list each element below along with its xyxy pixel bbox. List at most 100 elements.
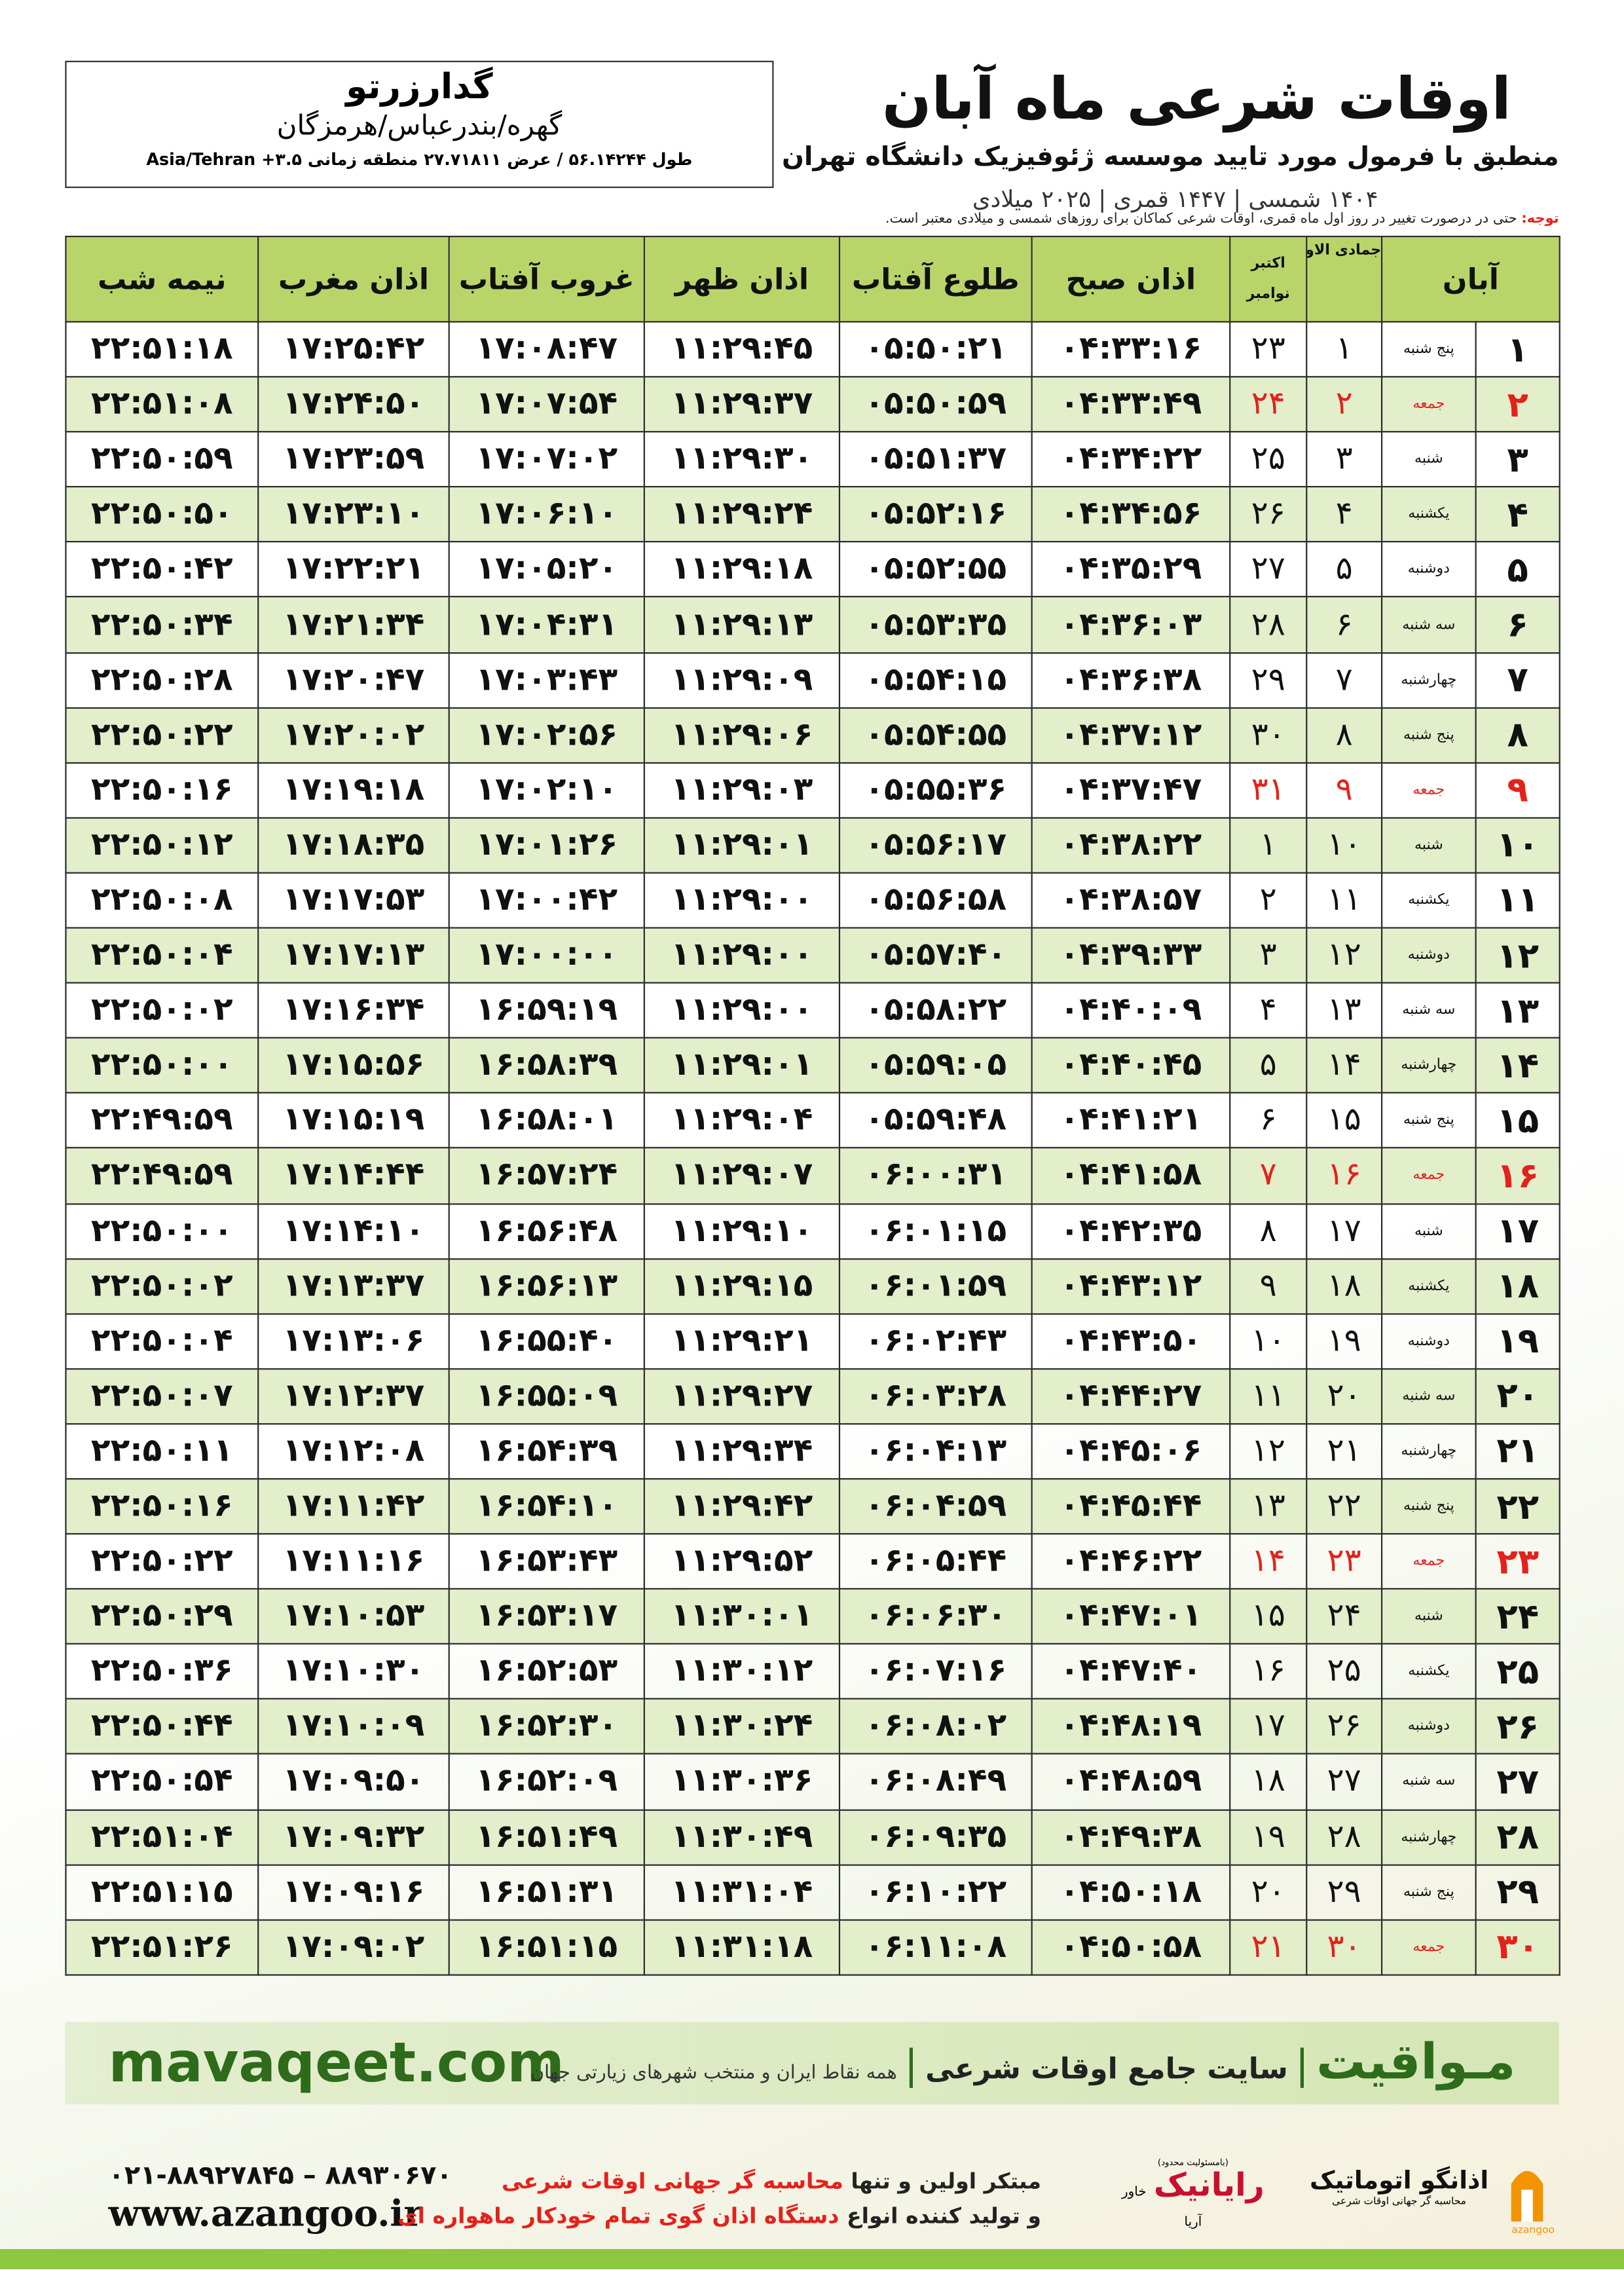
greg-day: ۱۵ [1229, 1588, 1308, 1645]
location-coords: طول ۵۶.۱۴۲۴۴ / عرض ۲۷.۷۱۸۱۱ منطقه زمانی … [146, 149, 693, 170]
hijri-day: ۲۰ [1306, 1368, 1383, 1424]
prayer-time: ۱۶:۵۴:۳۹ [448, 1423, 645, 1480]
prayer-time: ۰۶:۰۲:۴۳ [838, 1312, 1033, 1369]
prayer-time: ۰۵:۵۱:۳۷ [838, 431, 1033, 488]
table-row: ۵ دوشنبه ۵ ۲۷ ۰۴:۳۵:۲۹ ۰۵:۵۲:۵۵ ۱۱:۲۹:۱۸ ۱۷:۰۵:… [65, 541, 1560, 599]
prayer-time: ۱۷:۲۴:۵۰ [257, 376, 450, 433]
prayer-time: ۱۷:۰۲:۱۰ [448, 762, 645, 819]
prayer-time: ۰۴:۳۸:۵۷ [1031, 872, 1231, 929]
prayer-time: ۱۷:۲۲:۲۱ [257, 541, 450, 599]
prayer-time: ۱۷:۱۳:۰۶ [257, 1312, 450, 1369]
logo-sub: خاور آریا [1122, 2185, 1202, 2231]
weekday: جمعه [1380, 1533, 1477, 1590]
prayer-time: ۰۵:۵۴:۱۵ [838, 652, 1033, 709]
logo-name: رایانیک [1153, 2168, 1264, 2205]
prayer-time: ۱۷:۰۰:۰۰ [448, 927, 645, 984]
prayer-time: ۱۱:۲۹:۰۱ [643, 1037, 841, 1094]
hijri-day: ۶ [1306, 596, 1383, 654]
prayer-time: ۱۶:۵۶:۴۸ [448, 1202, 645, 1259]
prayer-time: ۰۶:۰۶:۳۰ [838, 1588, 1033, 1645]
prayer-time: ۰۵:۵۹:۴۸ [838, 1092, 1033, 1149]
scope: همه نقاط ایران و منتخب شهرهای زیارتی جها… [530, 2062, 897, 2085]
prayer-time: ۰۴:۴۶:۲۲ [1031, 1533, 1231, 1590]
prayer-time: ۱۷:۰۹:۰۲ [257, 1918, 450, 1976]
prayer-time: ۱۷:۱۱:۴۲ [257, 1478, 450, 1535]
prayer-time: ۰۴:۴۷:۰۱ [1031, 1588, 1231, 1645]
table-row: ۳۰ جمعه ۳۰ ۲۱ ۰۴:۵۰:۵۸ ۰۶:۱۱:۰۸ ۱۱:۳۱:۱۸ ۱۶:۵۱:… [65, 1918, 1560, 1976]
weekday: یکشنبه [1380, 486, 1477, 543]
time-header: اذان صبح [1031, 235, 1231, 323]
prayer-time: ۱۱:۲۹:۱۰ [643, 1202, 841, 1259]
prayer-time: ۲۲:۵۰:۴۴ [65, 1698, 259, 1755]
weekday: پنج شنبه [1380, 1092, 1477, 1149]
weekday: چهارشنبه [1380, 652, 1477, 709]
prayer-time: ۰۵:۵۸:۲۲ [838, 982, 1033, 1039]
prayer-time: ۲۲:۵۱:۰۴ [65, 1808, 259, 1865]
hijri-day: ۱۶ [1306, 1147, 1383, 1204]
prayer-time: ۰۶:۰۵:۴۴ [838, 1533, 1033, 1590]
subtitle: منطبق با فرمول مورد تایید موسسه ژئوفیزیک… [782, 141, 1559, 172]
prayer-time: ۲۲:۵۰:۰۷ [65, 1368, 259, 1424]
prayer-time: ۱۱:۲۹:۲۷ [643, 1368, 841, 1424]
prayer-time: ۲۲:۵۰:۵۰ [65, 486, 259, 543]
table-row: ۱۸ یکشنبه ۱۸ ۹ ۰۴:۴۳:۱۲ ۰۶:۰۱:۵۹ ۱۱:۲۹:۱۵ ۱۶:۵۶… [65, 1257, 1560, 1314]
location-name: گدارزرتو [346, 66, 493, 107]
hijri-day: ۳ [1306, 431, 1383, 488]
prayer-time: ۲۲:۵۰:۰۸ [65, 872, 259, 929]
prayer-time: ۱۱:۲۹:۳۷ [643, 376, 841, 433]
prayer-time: ۱۷:۲۱:۳۴ [257, 596, 450, 654]
prayer-time: ۰۴:۴۱:۲۱ [1031, 1092, 1231, 1149]
day-number: ۳ [1475, 431, 1560, 488]
weekday: پنج شنبه [1380, 1863, 1477, 1921]
greg-day: ۱۹ [1229, 1808, 1308, 1865]
prayer-time: ۱۷:۰۵:۲۰ [448, 541, 645, 599]
banner: mavaqeet.com مـواقیت | سایت جامع اوقات ش… [65, 2022, 1559, 2105]
day-number: ۱۶ [1475, 1147, 1560, 1204]
day-number: ۲۳ [1475, 1533, 1560, 1590]
prayer-time: ۱۷:۲۵:۴۲ [257, 321, 450, 378]
prayer-time: ۰۴:۴۲:۳۵ [1031, 1202, 1231, 1259]
prayer-time: ۱۷:۲۰:۰۲ [257, 707, 450, 764]
prayer-time: ۱۱:۲۹:۱۸ [643, 541, 841, 599]
prayer-time: ۰۶:۰۴:۵۹ [838, 1478, 1033, 1535]
prayer-time: ۱۶:۵۸:۰۱ [448, 1092, 645, 1149]
day-number: ۱۷ [1475, 1202, 1560, 1259]
prayer-time: ۱۱:۲۹:۲۴ [643, 486, 841, 543]
table-row: ۱۷ شنبه ۱۷ ۸ ۰۴:۴۲:۳۵ ۰۶:۰۱:۱۵ ۱۱:۲۹:۱۰ ۱۶:۵۶:۴… [65, 1202, 1560, 1259]
prayer-time: ۱۷:۱۸:۳۵ [257, 817, 450, 874]
weekday: چهارشنبه [1380, 1808, 1477, 1865]
date-line: ۱۴۰۴ شمسی | ۱۴۴۷ قمری | ۲۰۲۵ میلادی [972, 185, 1378, 213]
prayer-time: ۱۱:۲۹:۳۴ [643, 1423, 841, 1480]
hijri-day: ۱۷ [1306, 1202, 1383, 1259]
greg-day: ۲۸ [1229, 596, 1308, 654]
prayer-time: ۰۵:۵۶:۱۷ [838, 817, 1033, 874]
day-number: ۲۰ [1475, 1368, 1560, 1424]
prayer-time: ۰۴:۳۴:۲۲ [1031, 431, 1231, 488]
prayer-time: ۱۶:۵۱:۳۱ [448, 1863, 645, 1921]
prayer-time: ۱۷:۰۷:۰۲ [448, 431, 645, 488]
greg-day: ۸ [1229, 1202, 1308, 1259]
weekday: پنج شنبه [1380, 1478, 1477, 1535]
greg-day: ۳۱ [1229, 762, 1308, 819]
weekday: دوشنبه [1380, 1312, 1477, 1369]
greg-header: اکتبر نوامبر [1229, 235, 1308, 323]
prayer-time: ۱۷:۰۷:۵۴ [448, 376, 645, 433]
greg-day: ۴ [1229, 982, 1308, 1039]
time-header: طلوع آفتاب [838, 235, 1033, 323]
prayer-time: ۰۶:۱۱:۰۸ [838, 1918, 1033, 1976]
phone: ۰۲۱-۸۸۹۲۷۸۴۵ – ۸۸۹۳۰۶۷۰ [108, 2161, 452, 2191]
day-number: ۲۶ [1475, 1698, 1560, 1755]
logo-name: اذانگو اتوماتیک [1309, 2167, 1489, 2196]
brand-line: مـواقیت | سایت جامع اوقات شرعی | همه نقا… [530, 2034, 1515, 2091]
prayer-time: ۰۵:۵۹:۰۵ [838, 1037, 1033, 1094]
day-number: ۱ [1475, 321, 1560, 378]
logo-raianik: (بامسئولیت محدود) رایانیک خاور آریا [1113, 2158, 1272, 2232]
prayer-time: ۰۵:۵۶:۵۸ [838, 872, 1033, 929]
prayer-time: ۱۶:۵۹:۱۹ [448, 982, 645, 1039]
table-row: ۱ پنج شنبه ۱ ۲۳ ۰۴:۳۳:۱۶ ۰۵:۵۰:۲۱ ۱۱:۲۹:۴۵ ۱۷:۰… [65, 321, 1560, 378]
prayer-time: ۲۲:۵۰:۰۰ [65, 1037, 259, 1094]
prayer-time: ۰۴:۳۶:۳۸ [1031, 652, 1231, 709]
weekday: شنبه [1380, 431, 1477, 488]
prayer-time: ۲۲:۵۰:۰۲ [65, 1257, 259, 1314]
